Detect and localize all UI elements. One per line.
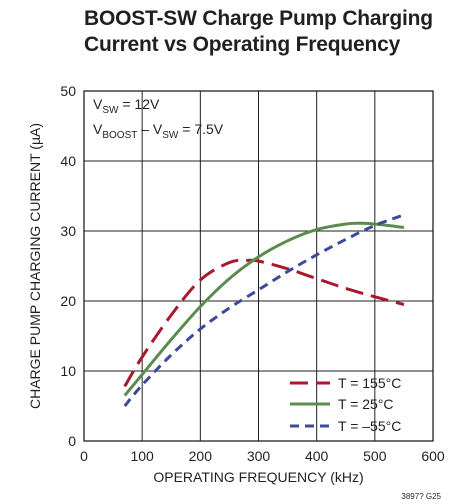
series-lines xyxy=(123,213,405,407)
y-tick-label: 40 xyxy=(60,153,76,169)
x-tick-label: 400 xyxy=(305,448,329,464)
y-tick-label: 0 xyxy=(68,433,76,449)
y-tick-label: 10 xyxy=(60,363,76,379)
condition-label: VBOOST – VSW = 7.5V xyxy=(93,121,224,141)
y-tick-label: 20 xyxy=(60,293,76,309)
document-id: 3897? G25 xyxy=(401,492,441,501)
legend-label: T = –55°C xyxy=(338,418,401,434)
tick-labels: 0 100 200 300 400 500 600 0 10 20 30 40 50 xyxy=(60,83,444,464)
y-axis-title: CHARGE PUMP CHARGING CURRENT (µA) xyxy=(27,123,43,409)
x-tick-label: 100 xyxy=(130,448,154,464)
x-tick-label: 200 xyxy=(189,448,213,464)
series-line-2 xyxy=(123,213,405,407)
grid xyxy=(84,91,433,441)
y-tick-label: 50 xyxy=(60,83,76,99)
x-tick-label: 0 xyxy=(80,448,88,464)
x-tick-label: 600 xyxy=(421,448,445,464)
legend: T = 155°C T = 25°C T = –55°C xyxy=(290,375,401,434)
chart-title-line-2: Current vs Operating Frequency xyxy=(84,33,401,56)
legend-label: T = 25°C xyxy=(338,396,394,412)
operating-conditions: VSW = 12V VBOOST – VSW = 7.5V xyxy=(93,96,224,141)
series-line-1 xyxy=(123,221,405,397)
chart-title-line-1: BOOST-SW Charge Pump Charging xyxy=(84,7,433,30)
y-tick-label: 30 xyxy=(60,223,76,239)
x-tick-label: 500 xyxy=(363,448,387,464)
legend-label: T = 155°C xyxy=(338,375,401,391)
x-axis-title: OPERATING FREQUENCY (kHz) xyxy=(153,469,363,485)
condition-label: VSW = 12V xyxy=(93,96,160,116)
chart-title: BOOST-SW Charge Pump Charging Current vs… xyxy=(84,6,449,58)
series-line-0 xyxy=(123,258,405,388)
plot-frame xyxy=(83,90,434,442)
x-tick-label: 300 xyxy=(247,448,271,464)
